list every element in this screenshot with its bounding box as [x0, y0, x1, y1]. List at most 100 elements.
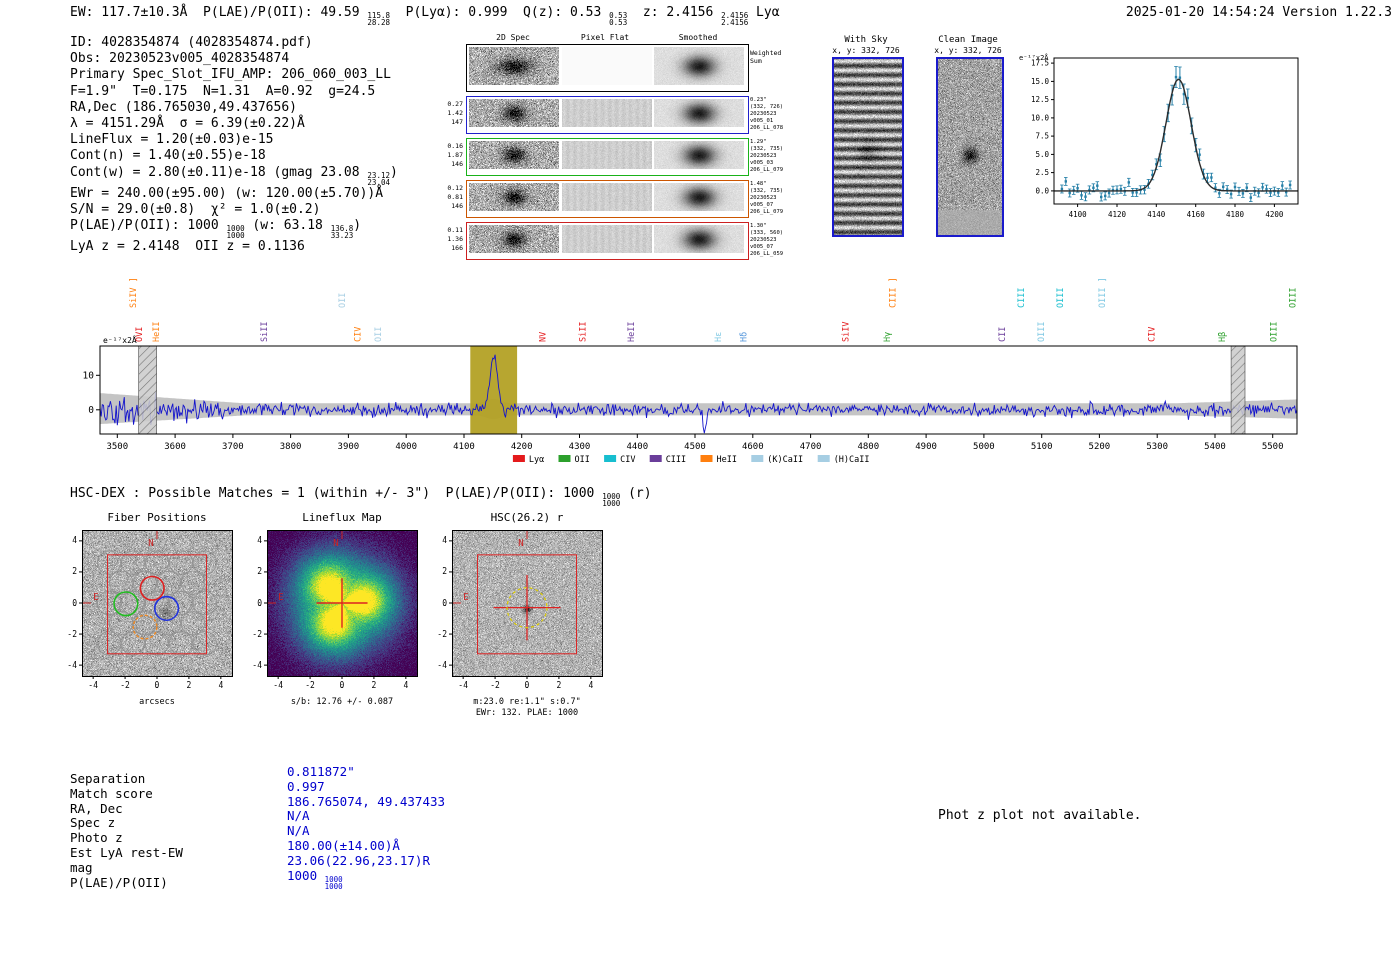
svg-text:4400: 4400 [626, 442, 648, 452]
match-label: mag [70, 859, 93, 875]
match-table-values: 0.811872" 0.997 186.765074, 49.437433 N/A N/… [287, 764, 445, 891]
spec2d-flat-image [561, 225, 652, 253]
svg-text:OIII: OIII [1289, 288, 1299, 308]
svg-text:4100: 4100 [1069, 210, 1088, 219]
fiber-positions-title: Fiber Positions [107, 511, 207, 524]
spec2d-col-title-smoothed: Smoothed [678, 33, 718, 42]
spec2d-row [466, 222, 749, 260]
svg-text:SiIV ]: SiIV ] [129, 277, 139, 308]
spec2d-smooth-image [654, 141, 744, 169]
spec2d-row-stats: 0.12 0.81 146 [447, 184, 463, 210]
spec2d-spec-image [469, 47, 559, 85]
spec2d-row-stats: 0.27 1.42 147 [447, 100, 463, 126]
withsky-subtitle: x, y: 332, 726 [832, 46, 900, 55]
svg-text:4700: 4700 [800, 442, 822, 452]
spec2d-row-annotation: 1.48" (332, 735) 20230523 v005_07 206_LL_079 [750, 181, 784, 216]
info-line: ID: 4028354874 (4028354874.pdf) [70, 35, 313, 50]
svg-text:SiII: SiII [579, 322, 589, 342]
svg-text:5200: 5200 [1089, 442, 1111, 452]
svg-text:CIV: CIV [620, 455, 635, 465]
info-line: F=1.9" T=0.175 N=1.31 A=0.92 g=24.5 [70, 83, 376, 99]
match-value: 180.00(±14.00)Å [287, 837, 400, 853]
weighted-sum-label: Weighted Sum [750, 49, 782, 65]
svg-text:5100: 5100 [1031, 442, 1053, 452]
svg-text:15.0: 15.0 [1031, 77, 1050, 86]
info-line: Cont(n) = 1.40(±0.55)e-18 [70, 148, 266, 164]
svg-text:4800: 4800 [857, 442, 879, 452]
svg-text:4140: 4140 [1147, 210, 1166, 219]
match-label: Separation [70, 771, 146, 786]
summary-header: EW: 117.7±10.3Å P(LAE)/P(OII): 49.59 115… [70, 5, 780, 27]
svg-text:5000: 5000 [973, 442, 995, 452]
spec2d-row-stats: 0.11 1.36 166 [447, 226, 463, 252]
spec2d-row [466, 44, 749, 92]
svg-text:e⁻¹⁷x2Å: e⁻¹⁷x2Å [103, 334, 137, 345]
svg-text:SiII: SiII [260, 322, 270, 342]
svg-text:CII: CII [998, 327, 1008, 342]
match-label: Spec z [70, 815, 116, 831]
spec2d-row-annotation: 1.29" (332, 735) 20230523 v005_03 206_LL_079 [750, 139, 784, 174]
spec2d-spec-image [469, 225, 559, 253]
spec2d-row [466, 138, 749, 176]
spec2d-col-title-pixelflat: Pixel Flat [580, 33, 630, 42]
spec2d-smooth-image [654, 47, 744, 85]
svg-text:7.5: 7.5 [1035, 132, 1049, 141]
svg-text:OIII: OIII [1056, 288, 1066, 308]
svg-text:4000: 4000 [395, 442, 417, 452]
svg-text:3700: 3700 [222, 442, 244, 452]
svg-text:OIII: OIII [1269, 322, 1279, 342]
match-value: 1000 1000 1000 [287, 867, 343, 891]
spec2d-row-stats: 0.16 1.87 146 [447, 142, 463, 168]
stacked-fraction: 1000 1000 [324, 874, 343, 891]
svg-text:NV: NV [539, 332, 549, 342]
match-label: Photo z [70, 830, 123, 846]
svg-text:4200: 4200 [1265, 210, 1284, 219]
svg-text:OVI: OVI [135, 327, 145, 342]
lineflux-map-plot [237, 524, 425, 696]
lineflux-caption: s/b: 12.76 +/- 0.087 [290, 697, 394, 707]
svg-text:OII: OII [374, 327, 384, 342]
spec2d-spec-image [469, 99, 559, 127]
hsc-caption2: EWr: 132. PLAE: 1000 [475, 708, 579, 718]
spec2d-spec-image [469, 141, 559, 169]
svg-text:3900: 3900 [338, 442, 360, 452]
withsky-title: With Sky [844, 35, 888, 45]
svg-text:4300: 4300 [569, 442, 591, 452]
svg-text:5300: 5300 [1146, 442, 1168, 452]
svg-text:HeII: HeII [627, 322, 637, 342]
timestamp-version: 2025-01-20 14:54:24 Version 1.22.3 [1125, 5, 1392, 20]
svg-text:3600: 3600 [164, 442, 186, 452]
spec2d-row-annotation: 1.30" (333, 560) 20230523 v005_07 206_LL_059 [750, 223, 784, 258]
svg-text:10.0: 10.0 [1031, 113, 1050, 122]
svg-text:CIV: CIV [1148, 327, 1158, 342]
match-label: P(LAE)/P(OII) [70, 874, 168, 890]
svg-text:HeII: HeII [717, 455, 737, 465]
svg-text:4180: 4180 [1226, 210, 1245, 219]
svg-text:4500: 4500 [684, 442, 706, 452]
spec2d-flat-image [561, 183, 652, 211]
stacked-fraction: 2.4156 2.4156 [721, 11, 749, 27]
svg-text:CIII: CIII [1017, 288, 1027, 308]
match-value: N/A [287, 823, 310, 839]
info-line: LyA z = 2.4148 OII z = 0.1136 [70, 239, 305, 255]
svg-text:CIV: CIV [354, 327, 364, 342]
svg-text:OII: OII [575, 455, 590, 465]
stacked-fraction: 0.53 0.53 [609, 11, 628, 27]
svg-text:Hγ: Hγ [883, 332, 893, 342]
hsc-cutout-title: HSC(26.2) r [490, 511, 564, 524]
spec2d-flat-image [561, 99, 652, 127]
photz-note: Phot z plot not available. [938, 808, 1142, 823]
spec2d-spec-image [469, 183, 559, 211]
svg-text:OIII ]: OIII ] [1098, 277, 1108, 308]
spec2d-row [466, 180, 749, 218]
svg-text:12.5: 12.5 [1031, 95, 1049, 104]
detection-info-block: ID: 4028354874 (4028354874.pdf) Obs: 2023… [70, 35, 398, 255]
info-line: Obs: 20230523v005_4028354874 [70, 51, 290, 67]
stacked-fraction: 136.8 33.23 [330, 224, 354, 241]
full-spectrum-plot: 0 10 3500 3600 3700 3800 3900 4000 4100 4200 4300 4… [83, 277, 1299, 465]
clean-title: Clean Image [938, 35, 998, 45]
svg-text:4200: 4200 [511, 442, 533, 452]
spec2d-smooth-image [654, 99, 744, 127]
svg-text:(H)CaII: (H)CaII [834, 455, 870, 465]
svg-text:2.5: 2.5 [1035, 168, 1049, 177]
